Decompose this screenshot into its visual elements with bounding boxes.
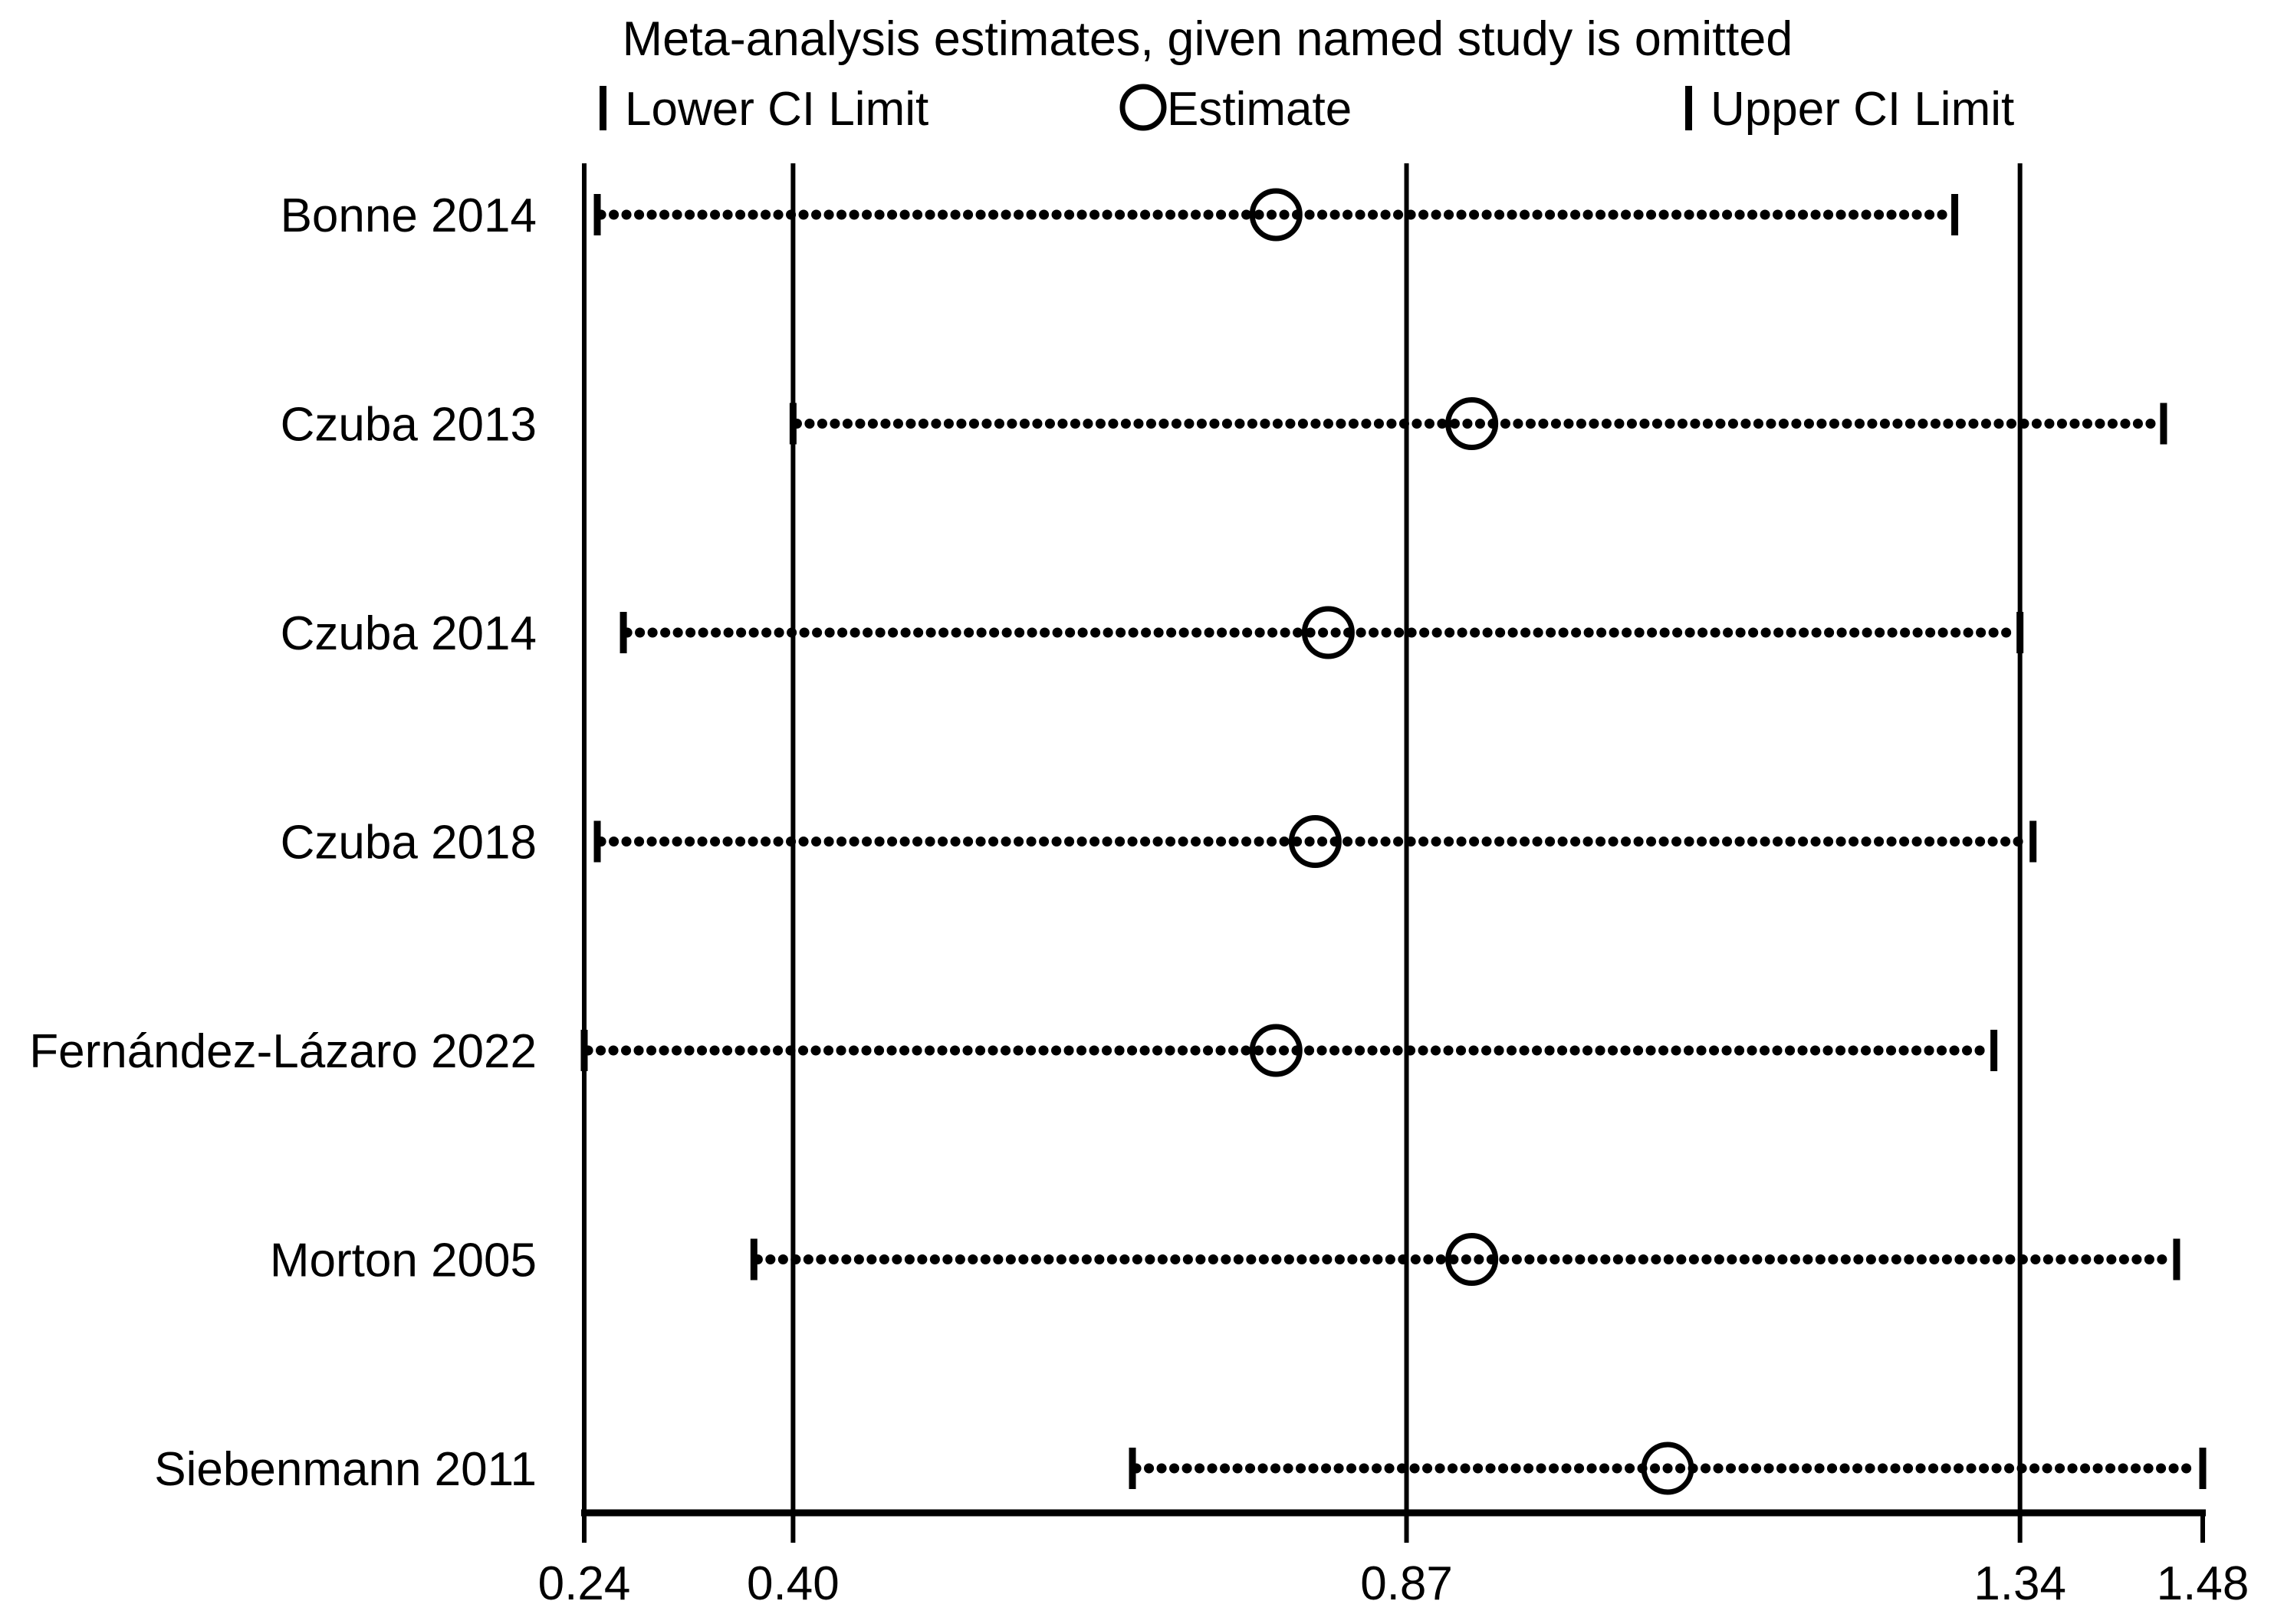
study-row: Bonne 2014 [281, 188, 1959, 242]
estimate-marker [1249, 188, 1303, 242]
upper-ci-tick [2199, 1448, 2207, 1489]
upper-ci-tick [1951, 194, 1959, 235]
legend: Lower CI Limit Estimate Upper CI Limit [600, 83, 2014, 136]
plot-area: 0.24 0.40 0.87 1.34 1.48 Bonne 2014 Czuba 2013… [29, 163, 2249, 1610]
lower-ci-tick [593, 194, 601, 235]
legend-upper-label: Upper CI Limit [1711, 83, 2014, 136]
study-row: Czuba 2013 [281, 397, 2167, 452]
lower-ci-tick [1129, 1448, 1136, 1489]
x-tick-label: 0.87 [1360, 1557, 1453, 1610]
upper-ci-tick [2160, 403, 2167, 445]
x-tick-label: 0.40 [747, 1557, 840, 1610]
upper-ci-tick [1990, 1030, 1998, 1071]
study-label: Czuba 2018 [281, 817, 537, 870]
study-row: Czuba 2014 [281, 606, 2024, 660]
x-tick-label: 0.24 [538, 1557, 631, 1610]
study-label: Czuba 2013 [281, 399, 537, 452]
estimate-marker [1641, 1442, 1694, 1495]
lower-ci-tick [789, 403, 797, 445]
upper-ci-tick [2016, 612, 2024, 653]
study-label: Bonne 2014 [281, 189, 537, 242]
study-label: Morton 2005 [270, 1234, 537, 1287]
study-label: Czuba 2014 [281, 607, 537, 660]
estimate-marker [1301, 606, 1355, 659]
upper-ci-tick [2029, 820, 2037, 863]
study-label: Siebenmann 2011 [154, 1443, 537, 1496]
lower-ci-tick [593, 820, 601, 863]
x-axis: 0.24 0.40 0.87 1.34 1.48 [538, 1509, 2249, 1610]
study-row: Siebenmann 2011 [154, 1442, 2207, 1496]
estimate-marker [1445, 1233, 1499, 1286]
legend-lower-label: Lower CI Limit [625, 83, 928, 136]
upper-ci-tick-icon [1685, 86, 1692, 130]
chart-title: Meta-analysis estimates, given named stu… [623, 12, 1793, 66]
legend-estimate-label: Estimate [1167, 83, 1352, 136]
study-rows: Bonne 2014 Czuba 2013 Czuba 2014 Czuba 2018… [29, 188, 2207, 1496]
study-row: Morton 2005 [270, 1233, 2180, 1287]
estimate-circle-icon [1119, 84, 1167, 131]
study-label: Fernández-Lázaro 2022 [29, 1025, 537, 1078]
estimate-marker [1288, 815, 1342, 868]
x-tick-label: 1.34 [1973, 1557, 2066, 1610]
lower-ci-tick [619, 612, 627, 653]
estimate-marker [1445, 397, 1499, 450]
study-row: Fernández-Lázaro 2022 [29, 1024, 1998, 1078]
lower-ci-tick-icon [600, 86, 606, 130]
x-tick-label: 1.48 [2157, 1557, 2249, 1610]
lower-ci-tick [580, 1030, 588, 1071]
upper-ci-tick [2173, 1238, 2180, 1280]
lower-ci-tick [750, 1238, 757, 1280]
study-row: Czuba 2018 [281, 815, 2037, 870]
estimate-marker [1249, 1024, 1303, 1077]
